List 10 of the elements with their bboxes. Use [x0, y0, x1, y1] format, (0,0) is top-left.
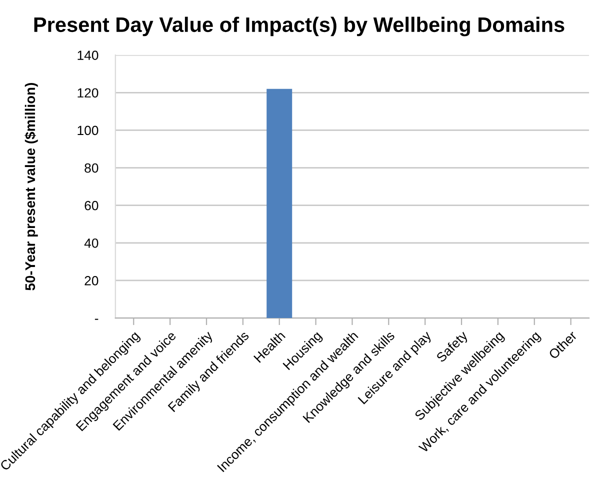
y-tick-label: 40 [84, 238, 98, 248]
y-tick-label: - [94, 318, 98, 320]
y-axis-title: 50-Year present value ($million) [24, 83, 38, 290]
chart-title: Present Day Value of Impact(s) by Wellbeing Domains [34, 16, 564, 36]
y-tick-label: 100 [78, 126, 98, 136]
y-tick-label: 60 [84, 200, 98, 210]
y-tick-label: 20 [84, 276, 98, 286]
y-tick-label: 80 [84, 163, 98, 173]
y-tick-label: 120 [78, 88, 98, 98]
y-tick-label: 140 [78, 50, 98, 60]
